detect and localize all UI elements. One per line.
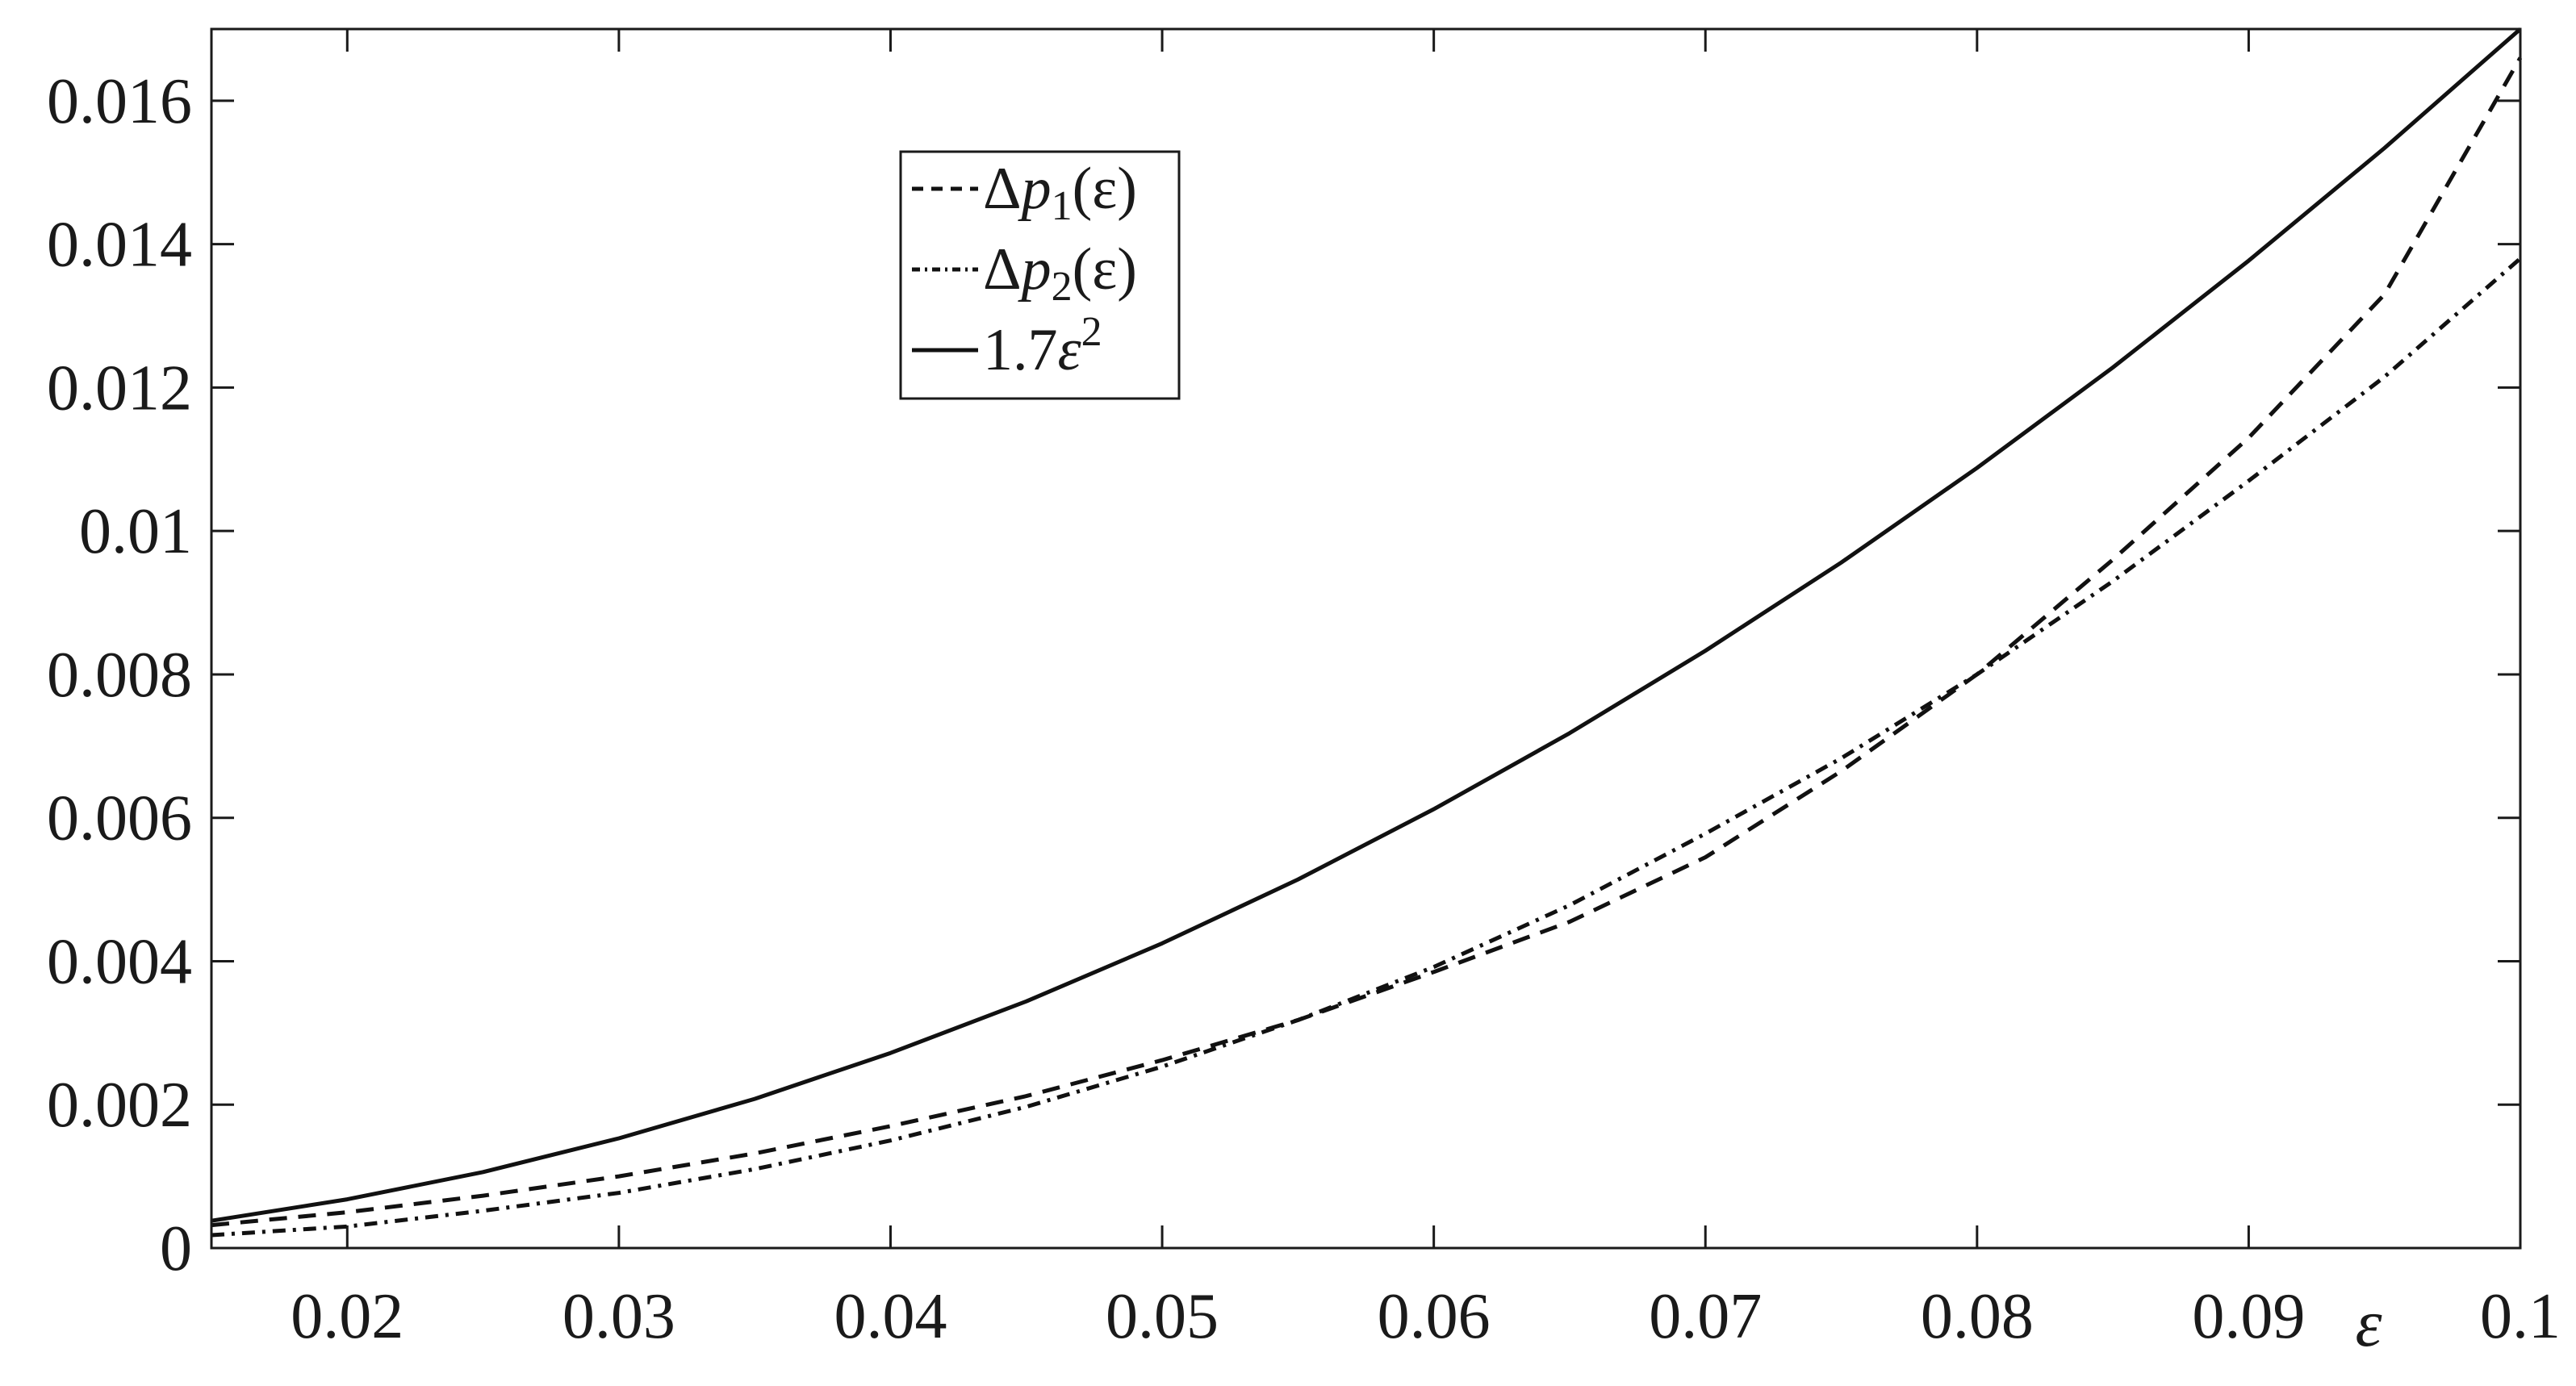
tick-labels: 0.02 0.03 0.04 0.05 0.06 0.07 0.08 0.09 0.1 0 0.00… <box>47 66 2561 1352</box>
x-tick-label: 0.06 <box>1378 1281 1491 1352</box>
y-tick-label: 0.014 <box>47 210 192 281</box>
y-tick-label: 0.006 <box>47 783 192 854</box>
series-line-3 <box>211 27 2522 1223</box>
x-tick-label: 0.04 <box>834 1281 947 1352</box>
x-tick-label: 0.03 <box>562 1281 675 1352</box>
y-tick-label: 0.01 <box>79 496 192 567</box>
x-tick-label: 0.08 <box>1921 1281 2034 1352</box>
axis-ticks <box>211 29 2522 1250</box>
y-tick-label: 0.012 <box>47 353 192 424</box>
legend-label: Δp1(ε) <box>983 156 1137 229</box>
x-tick-label: 0.07 <box>1649 1281 1762 1352</box>
legend-box <box>899 150 1181 400</box>
y-tick-label: 0.016 <box>47 66 192 137</box>
y-tick-label: 0.002 <box>47 1070 192 1141</box>
x-tick-label: 0.02 <box>291 1281 404 1352</box>
legend-label: Δp2(ε) <box>983 236 1137 310</box>
x-tick-label: 0.09 <box>2192 1281 2305 1352</box>
series-lines <box>211 27 2523 1238</box>
x-tick-label: 0.05 <box>1106 1281 1219 1352</box>
x-axis-label: ε <box>2355 1286 2382 1361</box>
y-tick-label: 0.008 <box>47 640 192 711</box>
series-line-1 <box>211 56 2523 1228</box>
x-tick-label: 0.1 <box>2480 1281 2561 1352</box>
legend: Δp1(ε)Δp2(ε)1.7ε2 <box>899 150 1181 400</box>
legend-label: 1.7ε2 <box>983 309 1102 383</box>
y-tick-label: 0 <box>160 1213 192 1284</box>
plot-frame <box>210 27 2522 1250</box>
series-line-2 <box>211 257 2522 1238</box>
y-tick-label: 0.004 <box>47 926 192 997</box>
